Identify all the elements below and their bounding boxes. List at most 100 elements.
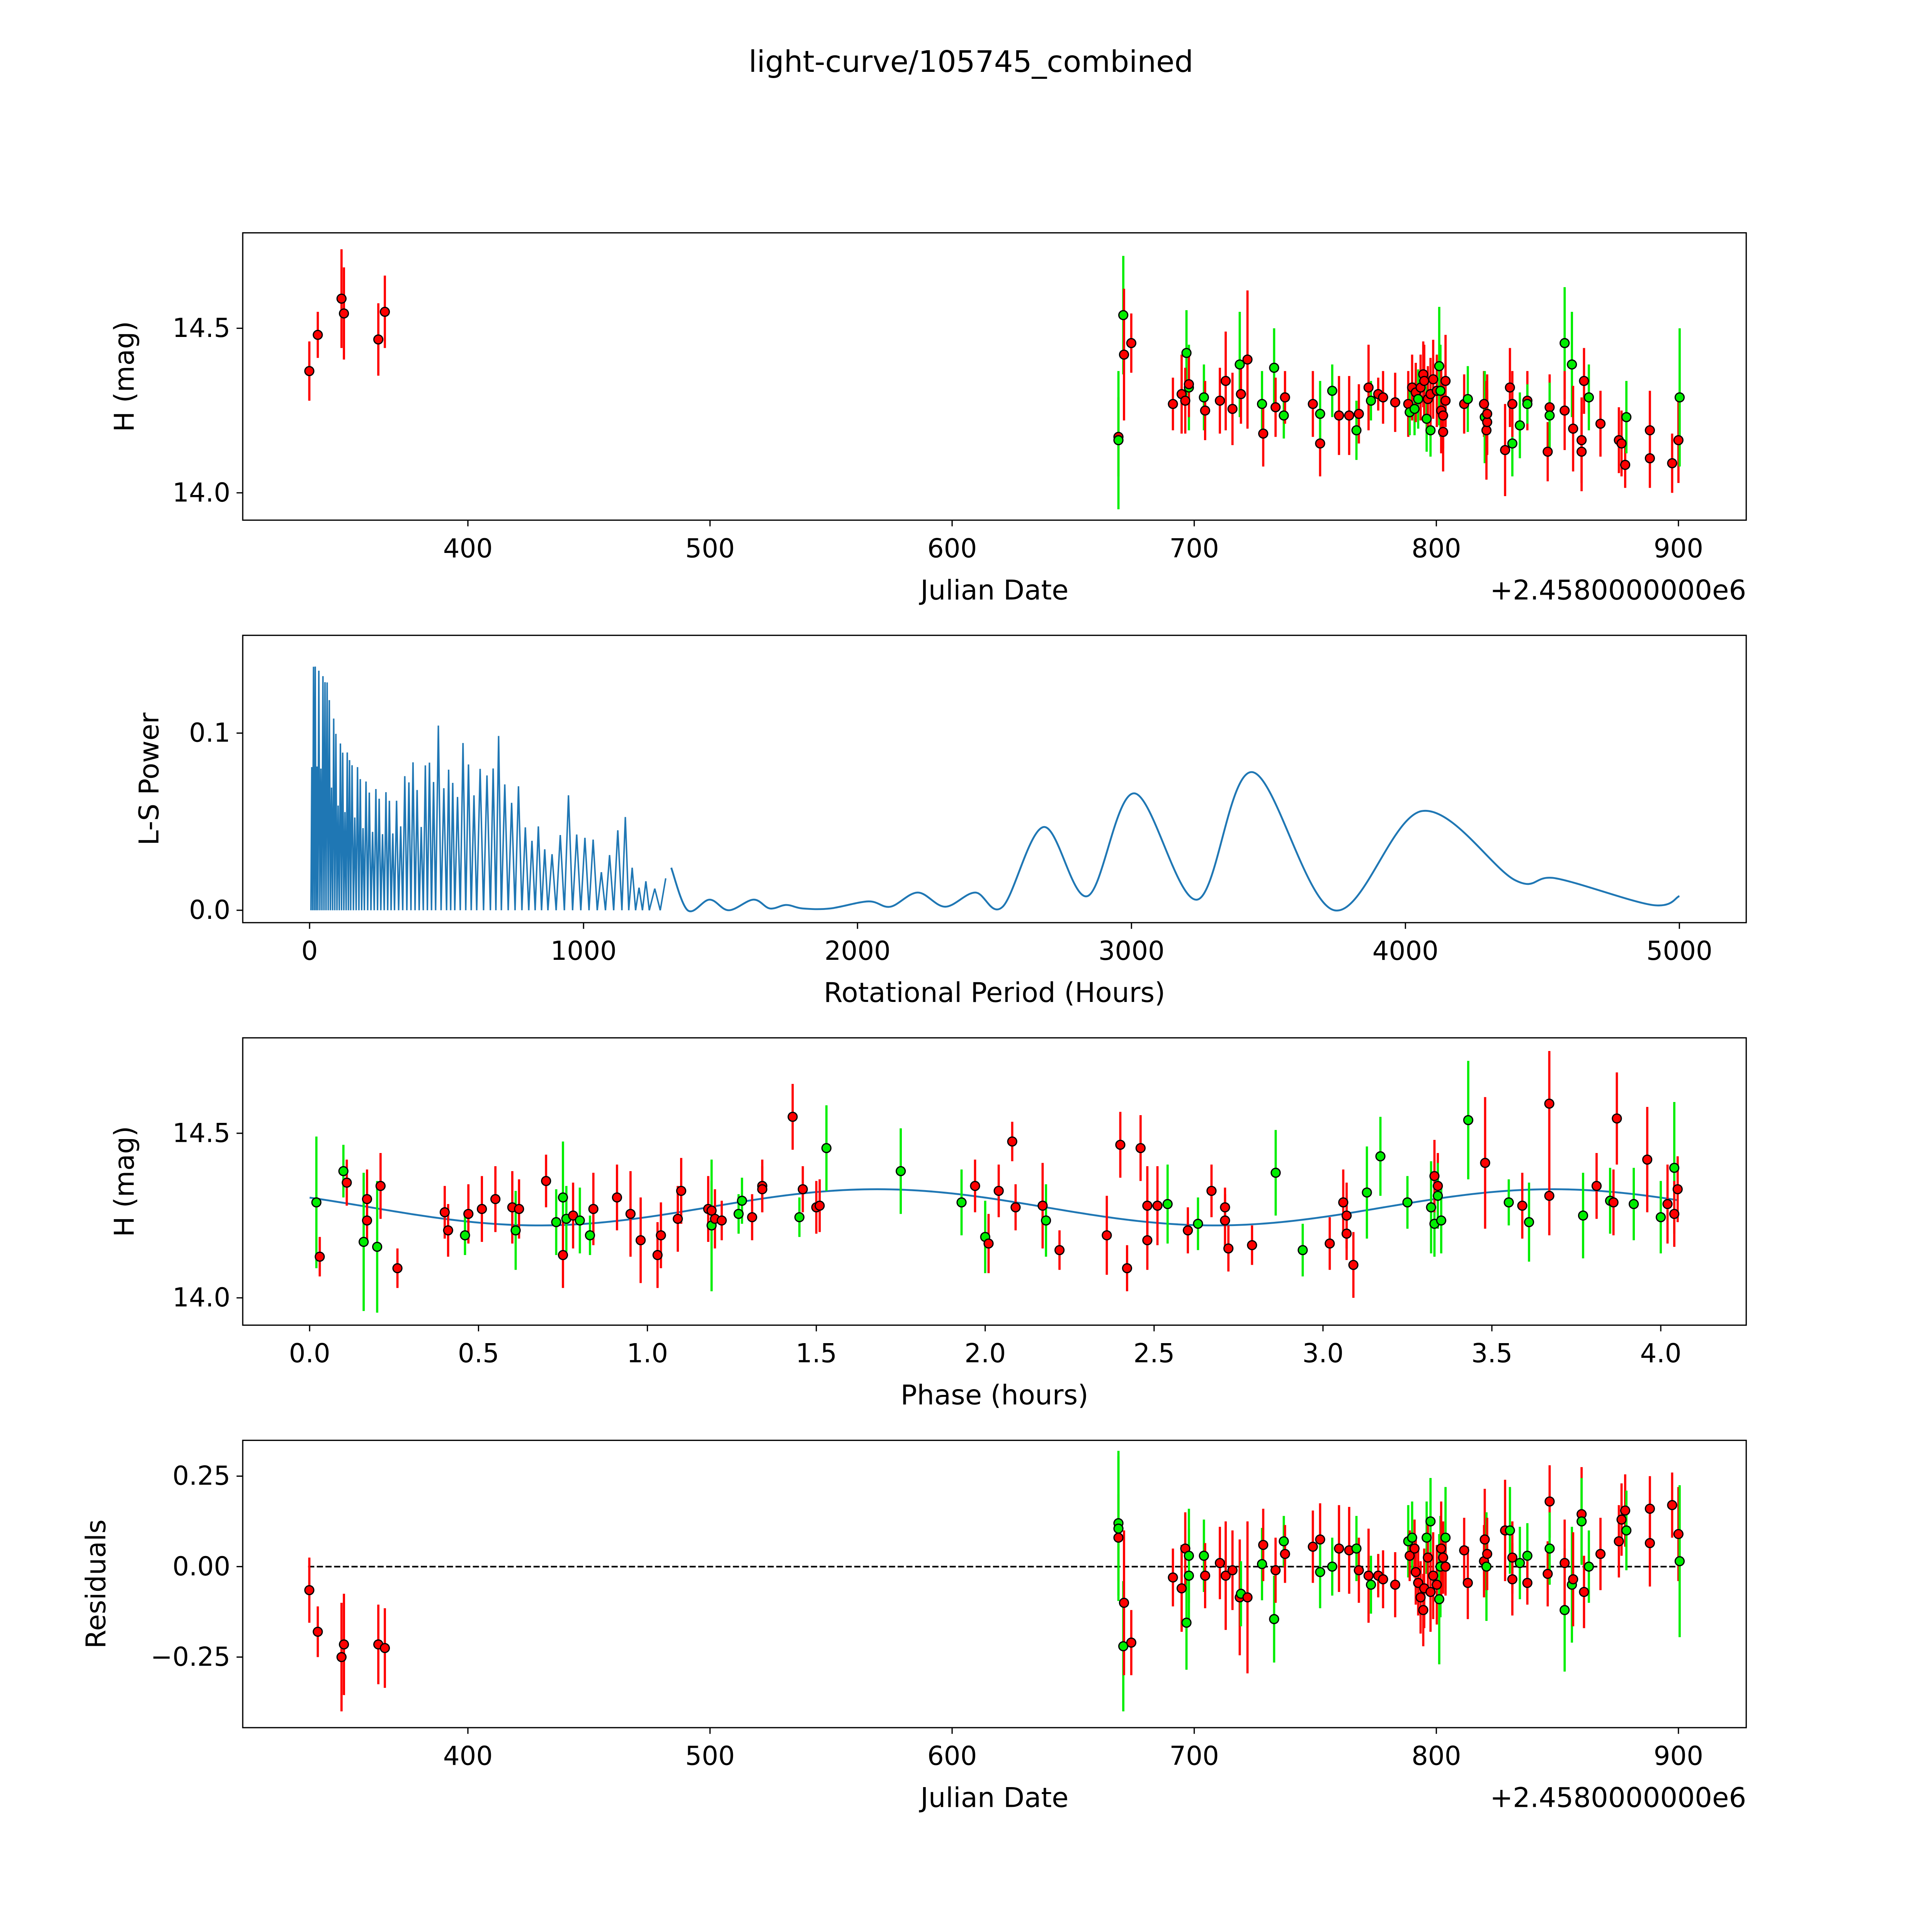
data-point-red bbox=[1579, 376, 1589, 386]
data-point-green bbox=[1327, 1561, 1337, 1572]
data-point-green bbox=[1621, 412, 1632, 422]
data-point-red bbox=[1481, 425, 1492, 435]
data-point-red bbox=[1432, 1580, 1442, 1590]
data-point-red bbox=[1616, 1514, 1627, 1525]
data-point-red bbox=[1544, 1099, 1554, 1109]
data-point-green bbox=[1327, 386, 1337, 396]
data-point-red bbox=[362, 1194, 372, 1204]
data-point-red bbox=[1568, 1574, 1578, 1585]
data-point-green bbox=[1181, 1617, 1192, 1628]
data-point-red bbox=[757, 1184, 767, 1194]
data-point-red bbox=[1220, 1202, 1230, 1213]
data-point-red bbox=[379, 306, 390, 317]
data-point-green bbox=[1583, 1561, 1594, 1572]
data-point-red bbox=[1390, 1580, 1400, 1590]
periodogram-line bbox=[670, 771, 1680, 912]
data-point-red bbox=[612, 1192, 622, 1203]
data-point-red bbox=[1223, 1243, 1234, 1254]
data-point-red bbox=[1354, 1565, 1364, 1575]
data-point-green bbox=[1184, 1570, 1194, 1581]
data-point-green bbox=[1621, 1525, 1632, 1536]
data-point-green bbox=[1118, 310, 1129, 320]
data-point-red bbox=[375, 1181, 386, 1191]
data-point-red bbox=[1270, 402, 1281, 413]
y-tick-label: 0.1 bbox=[189, 718, 230, 748]
data-point-red bbox=[1115, 1139, 1126, 1150]
x-tick-label: 0.0 bbox=[289, 1338, 330, 1369]
data-point-red bbox=[439, 1207, 450, 1218]
data-point-green bbox=[1503, 1197, 1514, 1208]
data-point-red bbox=[970, 1181, 980, 1191]
model-curve bbox=[309, 1188, 1678, 1226]
data-point-red bbox=[1544, 402, 1555, 413]
data-point-green bbox=[956, 1197, 967, 1208]
data-point-red bbox=[1242, 354, 1253, 365]
data-point-green bbox=[737, 1196, 747, 1206]
data-point-red bbox=[1500, 445, 1510, 455]
phase-panel: 0.0 0.5 1.0 1.5 2.0 2.5 3.0 3.5 4.0 14.0 14.5 Phase… bbox=[109, 1037, 1747, 1411]
data-point-red bbox=[558, 1250, 568, 1260]
data-point-green bbox=[1422, 413, 1432, 424]
x-offset-text: +2.4580000000e6 bbox=[1490, 1782, 1746, 1813]
data-point-red bbox=[652, 1250, 663, 1260]
data-point-red bbox=[1673, 1529, 1684, 1539]
y-tick-label: 14.0 bbox=[172, 478, 230, 508]
data-point-red bbox=[1258, 1540, 1269, 1550]
data-point-red bbox=[1577, 446, 1587, 457]
data-point-green bbox=[1181, 348, 1192, 358]
x-tick-label: 900 bbox=[1654, 533, 1703, 563]
data-point-red bbox=[1119, 349, 1129, 360]
data-point-green bbox=[1577, 1516, 1587, 1527]
y-tick-label: 0.0 bbox=[189, 895, 230, 925]
data-point-green bbox=[1184, 1551, 1194, 1561]
data-point-red bbox=[1200, 405, 1210, 416]
data-point-red bbox=[1507, 399, 1518, 409]
data-point-red bbox=[1410, 1567, 1421, 1577]
data-point-green bbox=[1366, 395, 1376, 406]
data-point-red bbox=[1432, 1181, 1443, 1191]
data-point-red bbox=[1419, 376, 1430, 386]
data-point-red bbox=[443, 1225, 453, 1236]
data-point-red bbox=[1180, 395, 1190, 406]
data-point-red bbox=[1308, 1541, 1318, 1552]
data-point-red bbox=[1429, 1171, 1440, 1181]
data-point-red bbox=[313, 330, 323, 340]
axes-frame bbox=[242, 232, 1747, 521]
data-point-green bbox=[1674, 392, 1685, 403]
data-point-green bbox=[1560, 1605, 1570, 1615]
data-point-green bbox=[895, 1166, 906, 1177]
data-point-green bbox=[1235, 359, 1245, 370]
x-tick-label: 3.0 bbox=[1302, 1338, 1344, 1369]
data-point-green bbox=[1505, 1525, 1515, 1536]
data-point-red bbox=[1480, 1158, 1490, 1168]
data-point-red bbox=[1522, 1578, 1532, 1588]
data-point-red bbox=[656, 1230, 666, 1241]
data-point-red bbox=[1214, 395, 1225, 406]
data-point-red bbox=[1168, 1572, 1178, 1583]
data-point-red bbox=[568, 1210, 578, 1221]
plot-area bbox=[309, 1051, 1683, 1313]
x-tick-label: 4.0 bbox=[1640, 1338, 1682, 1369]
data-point-red bbox=[1220, 1215, 1230, 1226]
data-point-red bbox=[1270, 1565, 1281, 1575]
data-point-green bbox=[1279, 1536, 1289, 1546]
y-axis-label: H (mag) bbox=[109, 1126, 140, 1237]
axes-frame bbox=[242, 1037, 1747, 1326]
data-point-red bbox=[1667, 1500, 1677, 1510]
data-point-red bbox=[1428, 374, 1439, 384]
data-point-red bbox=[1568, 423, 1578, 434]
data-point-green bbox=[1162, 1199, 1173, 1209]
y-tick-label: 14.5 bbox=[172, 313, 230, 343]
axes-frame bbox=[242, 1439, 1747, 1728]
data-point-red bbox=[1341, 1210, 1352, 1221]
data-point-green bbox=[1463, 394, 1473, 404]
data-point-red bbox=[1220, 1570, 1231, 1581]
x-tick-label: 0.5 bbox=[458, 1338, 499, 1369]
data-point-red bbox=[1325, 1238, 1335, 1249]
data-point-green bbox=[1674, 1556, 1685, 1566]
data-point-red bbox=[1348, 1260, 1359, 1270]
data-point-green bbox=[359, 1236, 369, 1247]
data-point-green bbox=[311, 1197, 321, 1208]
data-point-red bbox=[1482, 417, 1492, 427]
